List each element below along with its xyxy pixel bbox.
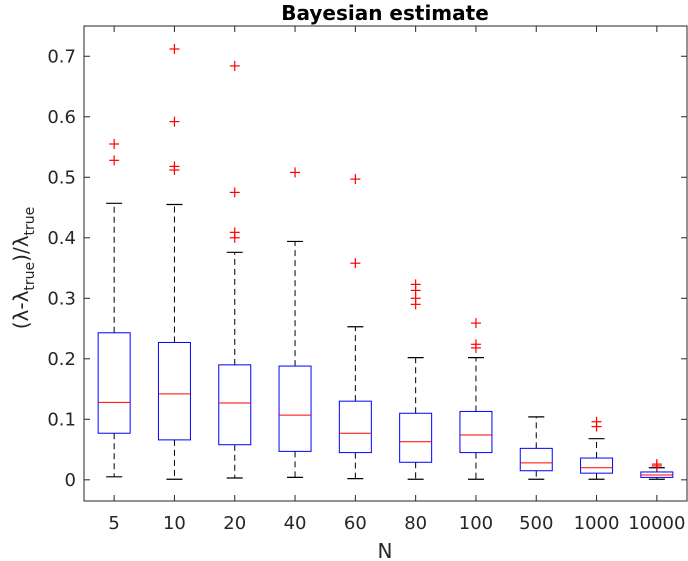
outlier-marker xyxy=(169,43,180,54)
outlier-marker xyxy=(229,60,240,71)
plot-area xyxy=(97,43,674,480)
chart-title: Bayesian estimate xyxy=(281,1,489,25)
x-tick-label: 60 xyxy=(344,513,367,534)
box-iqr xyxy=(338,400,372,454)
x-tick-label: 40 xyxy=(284,513,307,534)
box-iqr xyxy=(218,364,252,446)
y-axis-label: (λ-λtrue)/λtrue xyxy=(9,207,38,330)
outlier-marker xyxy=(470,318,481,329)
outlier-marker xyxy=(229,227,240,238)
box-100 xyxy=(459,318,493,480)
box-10000 xyxy=(640,459,674,480)
x-tick-label: 100 xyxy=(459,513,493,534)
outlier-marker xyxy=(169,161,180,172)
outlier-marker xyxy=(470,339,481,350)
axes-frame xyxy=(83,25,688,502)
outlier-marker xyxy=(651,459,662,470)
outlier-marker xyxy=(109,155,120,166)
outlier-marker xyxy=(410,279,421,290)
y-tick-label: 0.6 xyxy=(47,107,76,128)
y-tick-label: 0.5 xyxy=(47,167,76,188)
box-5 xyxy=(97,138,131,478)
y-tick-label: 0.2 xyxy=(47,349,76,370)
box-500 xyxy=(519,416,553,480)
outlier-marker xyxy=(290,167,301,178)
box-10 xyxy=(157,43,191,480)
outlier-marker xyxy=(350,258,361,269)
y-tick-label: 0.3 xyxy=(47,288,76,309)
box-iqr xyxy=(97,332,131,434)
x-tick-label: 5 xyxy=(108,513,119,534)
box-iqr xyxy=(519,447,553,472)
box-40 xyxy=(278,167,312,479)
y-tick-label: 0.7 xyxy=(47,46,76,67)
x-tick-label: 500 xyxy=(519,513,553,534)
svg-text:(λ-λtrue)/λtrue: (λ-λtrue)/λtrue xyxy=(9,207,38,330)
box-20 xyxy=(218,60,252,479)
x-tick-label: 10 xyxy=(163,513,186,534)
outlier-marker xyxy=(169,116,180,127)
outlier-marker xyxy=(229,187,240,198)
x-tick-label: 10000 xyxy=(628,513,685,534)
y-axis-label-part: )/λ xyxy=(9,235,33,262)
x-tick-label: 20 xyxy=(223,513,246,534)
y-tick-label: 0.4 xyxy=(47,228,76,249)
box-iqr xyxy=(399,412,433,463)
outlier-marker xyxy=(591,416,602,427)
x-tick-label: 1000 xyxy=(574,513,620,534)
y-axis-label-part: (λ-λ xyxy=(9,290,33,329)
outlier-marker xyxy=(350,174,361,185)
box-1000 xyxy=(580,416,614,480)
box-iqr xyxy=(459,410,493,454)
outlier-marker xyxy=(109,138,120,149)
y-axis-label-subscript: true xyxy=(22,262,38,291)
x-tick-label: 80 xyxy=(404,513,427,534)
box-iqr xyxy=(157,341,191,441)
box-60 xyxy=(338,174,372,480)
box-80 xyxy=(399,279,433,480)
y-tick-label: 0.1 xyxy=(47,409,76,430)
box-iqr xyxy=(278,365,312,452)
y-tick-label: 0 xyxy=(65,470,76,491)
y-axis-label-subscript: true xyxy=(22,207,38,236)
box-iqr xyxy=(580,457,614,474)
x-axis-label: N xyxy=(378,539,393,561)
axes: 0 0.1 0.2 0.3 0.4 0.5 0.6 0.7 5 10 20 40 60 80 100 500 1… xyxy=(47,25,688,534)
